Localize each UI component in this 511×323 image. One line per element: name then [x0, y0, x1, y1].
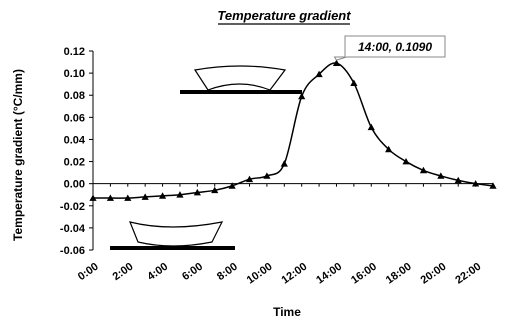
x-tick-label: 12:00 — [279, 261, 309, 287]
data-point — [315, 70, 323, 78]
y-tick-labels: 0.12 0.10 0.08 0.06 0.04 0.02 0.00 -0.02 -0.04 -0… — [60, 46, 86, 257]
y-tick-label: 0.04 — [64, 134, 86, 146]
data-point — [419, 166, 428, 174]
x-tick-label: 16:00 — [349, 261, 379, 287]
y-tick-label: 0.08 — [64, 90, 85, 102]
annotation-callout-box — [333, 35, 446, 61]
x-tick-label: 4:00 — [145, 261, 170, 283]
data-point — [472, 180, 480, 187]
y-tick-label: 0.02 — [64, 157, 85, 169]
data-point — [211, 186, 219, 194]
y-tick-label: -0.02 — [60, 201, 85, 213]
data-point — [489, 182, 497, 189]
convex-element-illustration — [180, 65, 302, 94]
data-point — [176, 191, 184, 198]
data-point — [280, 160, 288, 167]
y-tick-label: -0.06 — [60, 245, 85, 257]
data-point — [89, 194, 97, 201]
x-axis-label: Time — [273, 305, 301, 319]
data-point — [454, 176, 462, 184]
y-tick-label: 0.10 — [64, 68, 85, 80]
data-point — [332, 59, 341, 67]
x-tick-label: 18:00 — [384, 261, 414, 287]
data-point — [124, 194, 132, 201]
data-point — [245, 175, 254, 183]
data-point — [193, 188, 201, 196]
annotation-label: 14:00, 0.1090 — [358, 40, 432, 54]
axes — [89, 50, 494, 251]
x-tick-labels: 0:00 2:00 4:00 6:00 8:00 10:00 12:00 14:00 16:00… — [76, 261, 484, 287]
data-point — [402, 157, 410, 165]
x-tick-label: 22:00 — [453, 261, 483, 287]
data-point — [298, 92, 306, 100]
x-tick-label: 20:00 — [419, 261, 449, 287]
y-tick-label: -0.04 — [60, 223, 86, 235]
x-tick-label: 0:00 — [76, 261, 101, 283]
x-tick-label: 14:00 — [314, 261, 344, 287]
y-tick-label: 0.00 — [64, 179, 85, 191]
chart-title: Temperature gradient — [217, 8, 351, 23]
series-group — [89, 59, 497, 201]
data-point — [367, 123, 375, 131]
x-tick-label: 10:00 — [245, 261, 275, 287]
data-point — [141, 193, 149, 200]
data-point — [350, 79, 358, 86]
y-tick-label: 0.06 — [64, 112, 85, 124]
lower-curved-element — [129, 221, 224, 247]
x-tick-label: 6:00 — [180, 261, 205, 283]
annotations: 14:00, 0.1090 — [333, 35, 446, 61]
data-point — [228, 182, 236, 189]
data-point — [437, 172, 445, 179]
upper-curved-element — [194, 65, 287, 91]
y-tick-label: 0.12 — [64, 46, 85, 58]
data-point — [106, 194, 114, 201]
x-tick-label: 2:00 — [111, 261, 136, 283]
data-point — [158, 192, 167, 199]
series-line — [93, 62, 494, 199]
x-tick-label: 8:00 — [215, 261, 240, 283]
concave-element-illustration — [110, 221, 235, 250]
data-point — [263, 172, 271, 179]
y-axis-label: Temperature gradient (°C/mm) — [11, 69, 25, 241]
data-point — [385, 145, 393, 153]
